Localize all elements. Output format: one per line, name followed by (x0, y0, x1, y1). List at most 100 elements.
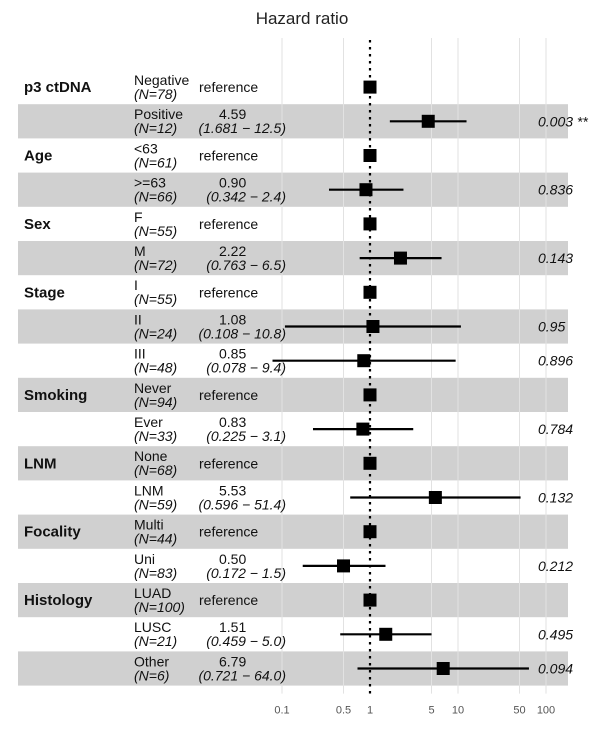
level-label: Multi (134, 517, 164, 533)
hr-estimate-square (357, 354, 371, 368)
reference-square (363, 593, 377, 607)
level-label: LUSC (134, 619, 171, 635)
n-label: (N=33) (134, 428, 177, 444)
reference-square (363, 149, 377, 162)
p-value-label: 0.212 (538, 558, 573, 574)
n-label: (N=61) (134, 154, 177, 170)
level-label: >=63 (134, 175, 166, 191)
n-label: (N=59) (134, 496, 177, 512)
x-tick-label: 1 (367, 705, 373, 717)
n-label: (N=78) (134, 86, 177, 102)
row-stripe (18, 172, 568, 207)
hr-estimate-label: 0.50 (219, 551, 246, 567)
n-label: (N=66) (134, 189, 177, 205)
gridlines (281, 38, 547, 694)
level-label: II (134, 311, 142, 327)
reference-label: reference (199, 592, 258, 608)
reference-label: reference (199, 216, 258, 232)
reference-square (363, 285, 377, 299)
hr-estimate-square (356, 422, 370, 436)
p-value-label: 0.094 (538, 661, 573, 677)
estimate-marks (272, 80, 529, 675)
n-label: (N=24) (134, 325, 177, 341)
level-label: Ever (134, 414, 163, 430)
p-value-label: 0.003 ** (538, 113, 588, 129)
hr-estimate-label: 0.90 (219, 175, 246, 191)
level-label: F (134, 209, 143, 225)
hr-estimate-label: 6.79 (219, 653, 246, 669)
p-value-label: 0.95 (538, 319, 565, 335)
x-tick-label: 100 (537, 705, 555, 717)
p-value-label: 0.836 (538, 182, 573, 198)
hr-estimate-square (366, 320, 380, 333)
table-rows: p3 ctDNA Negative(N=78) referencePositive(… (24, 72, 588, 683)
n-label: (N=68) (134, 462, 177, 478)
ci-label: (0.108 − 10.8) (198, 325, 286, 341)
reference-square (363, 388, 377, 402)
level-label: Negative (134, 72, 189, 88)
n-label: (N=12) (134, 120, 177, 136)
hr-estimate-label: 0.85 (219, 346, 246, 362)
p-value-label: 0.896 (538, 353, 573, 369)
x-axis-ticks: 0.1 0.5 1 5 10 50 100 (274, 705, 555, 717)
hr-estimate-square (428, 491, 442, 504)
reference-label: reference (199, 79, 258, 95)
variable-label: LNM (24, 455, 57, 472)
n-label: (N=55) (134, 291, 177, 307)
ci-label: (0.459 − 5.0) (206, 633, 286, 649)
level-label: LUAD (134, 585, 171, 601)
level-label: Other (134, 653, 169, 669)
hr-estimate-square (393, 251, 407, 265)
ci-label: (0.172 − 1.5) (206, 565, 286, 581)
x-tick-label: 10 (452, 705, 464, 717)
variable-label: Stage (24, 284, 65, 301)
level-label: I (134, 277, 138, 293)
reference-square (363, 80, 377, 94)
n-label: (N=100) (134, 599, 185, 615)
hr-estimate-square (337, 559, 351, 573)
row-stripe (18, 104, 568, 139)
n-label: (N=94) (134, 394, 177, 410)
row-stripe (18, 377, 568, 412)
x-tick-label: 50 (513, 705, 525, 717)
ci-label: (0.225 − 3.1) (206, 428, 286, 444)
reference-label: reference (199, 284, 258, 300)
level-label: M (134, 243, 146, 259)
p-value-label: 0.143 (538, 250, 573, 266)
ci-label: (0.721 − 64.0) (198, 667, 286, 683)
level-label: Uni (134, 551, 155, 567)
level-label: Never (134, 380, 172, 396)
n-label: (N=44) (134, 531, 177, 547)
row-stripe (18, 583, 568, 618)
variable-label: Focality (24, 524, 81, 541)
level-label: LNM (134, 482, 164, 498)
ci-label: (0.596 − 51.4) (198, 496, 286, 512)
p-value-label: 0.784 (538, 421, 573, 437)
variable-label: Age (24, 148, 52, 165)
hr-estimate-label: 1.51 (219, 619, 246, 635)
level-label: None (134, 448, 168, 464)
hr-estimate-square (436, 662, 450, 675)
reference-label: reference (199, 455, 258, 471)
n-label: (N=55) (134, 223, 177, 239)
row-stripe (18, 514, 568, 549)
variable-label: Histology (24, 592, 93, 609)
hr-estimate-label: 4.59 (219, 106, 246, 122)
ci-label: (0.078 − 9.4) (206, 360, 286, 376)
hr-estimate-square (379, 627, 393, 641)
hr-estimate-label: 2.22 (219, 243, 246, 259)
level-label: Positive (134, 106, 183, 122)
hr-estimate-label: 1.08 (219, 311, 246, 327)
n-label: (N=48) (134, 360, 177, 376)
ci-label: (0.763 − 6.5) (206, 257, 286, 273)
ci-label: (1.681 − 12.5) (198, 120, 286, 136)
n-label: (N=72) (134, 257, 177, 273)
n-label: (N=21) (134, 633, 177, 649)
p-value-label: 0.132 (538, 490, 573, 506)
row-stripe (18, 241, 568, 276)
variable-label: Smoking (24, 387, 87, 404)
x-tick-label: 0.1 (274, 705, 289, 717)
chart-title: Hazard ratio (256, 9, 349, 28)
variable-label: Sex (24, 216, 51, 233)
